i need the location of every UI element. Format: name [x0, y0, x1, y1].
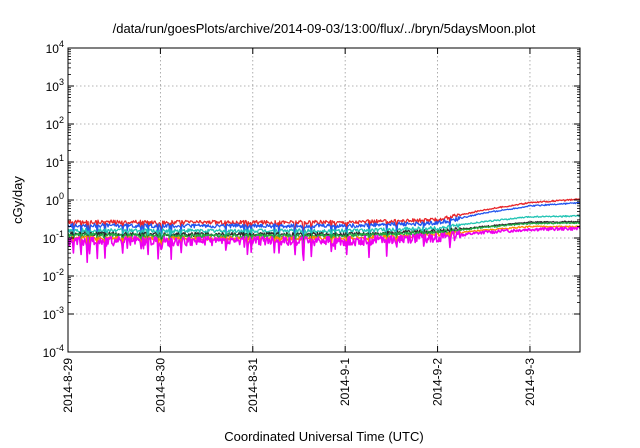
series-line-3	[67, 214, 580, 245]
x-tick-label: 2014-8-29	[61, 358, 75, 413]
y-tick-base: 10	[46, 42, 60, 56]
y-tick-exponent: -3	[56, 305, 64, 315]
y-tick-label: 10-2	[43, 267, 64, 284]
y-tick-exponent: -1	[56, 229, 64, 239]
y-tick-exponent: 2	[59, 115, 64, 125]
y-tick-label: 10-3	[43, 305, 64, 322]
x-tick-label: 2014-8-30	[153, 358, 167, 413]
y-tick-label: 103	[46, 77, 64, 94]
y-tick-base: 10	[43, 346, 57, 360]
y-tick-exponent: -4	[56, 343, 64, 353]
y-axis-label: cGy/day	[10, 176, 25, 224]
y-tick-label: 100	[46, 191, 64, 208]
x-tick-label: 2014-9-2	[431, 358, 445, 406]
y-tick-base: 10	[46, 118, 60, 132]
y-tick-exponent: 1	[59, 153, 64, 163]
series-line-5	[67, 221, 581, 249]
series-line-4	[67, 220, 581, 248]
x-tick-label: 2014-8-31	[246, 358, 260, 413]
y-tick-exponent: 4	[59, 39, 64, 49]
y-tick-base: 10	[43, 232, 57, 246]
series-line-7	[67, 226, 581, 263]
y-tick-label: 104	[46, 39, 64, 56]
x-axis: 2014-8-29 2014-8-30 2014-8-31 2014-9-1 2014-…	[61, 48, 537, 413]
grid	[67, 48, 580, 352]
x-axis-label: Coordinated Universal Time (UTC)	[224, 429, 423, 444]
y-tick-label: 10-4	[43, 343, 64, 360]
y-tick-label: 101	[46, 153, 64, 170]
series-line-6	[67, 225, 581, 253]
y-tick-label: 10-1	[43, 229, 64, 246]
series-line-2	[67, 201, 581, 240]
x-tick-label: 2014-9-3	[523, 358, 537, 406]
y-tick-base: 10	[46, 156, 60, 170]
y-tick-base: 10	[43, 270, 57, 284]
y-tick-exponent: 0	[59, 191, 64, 201]
y-tick-base: 10	[46, 80, 60, 94]
y-tick-exponent: -2	[56, 267, 64, 277]
series-layer	[67, 198, 581, 263]
y-tick-base: 10	[43, 308, 57, 322]
x-tick-label: 2014-9-1	[338, 358, 352, 406]
series-line-1	[67, 198, 581, 237]
y-tick-exponent: 3	[59, 77, 64, 87]
y-tick-label: 102	[46, 115, 64, 132]
chart-title: /data/run/goesPlots/archive/2014-09-03/1…	[113, 21, 536, 36]
y-tick-base: 10	[46, 194, 60, 208]
